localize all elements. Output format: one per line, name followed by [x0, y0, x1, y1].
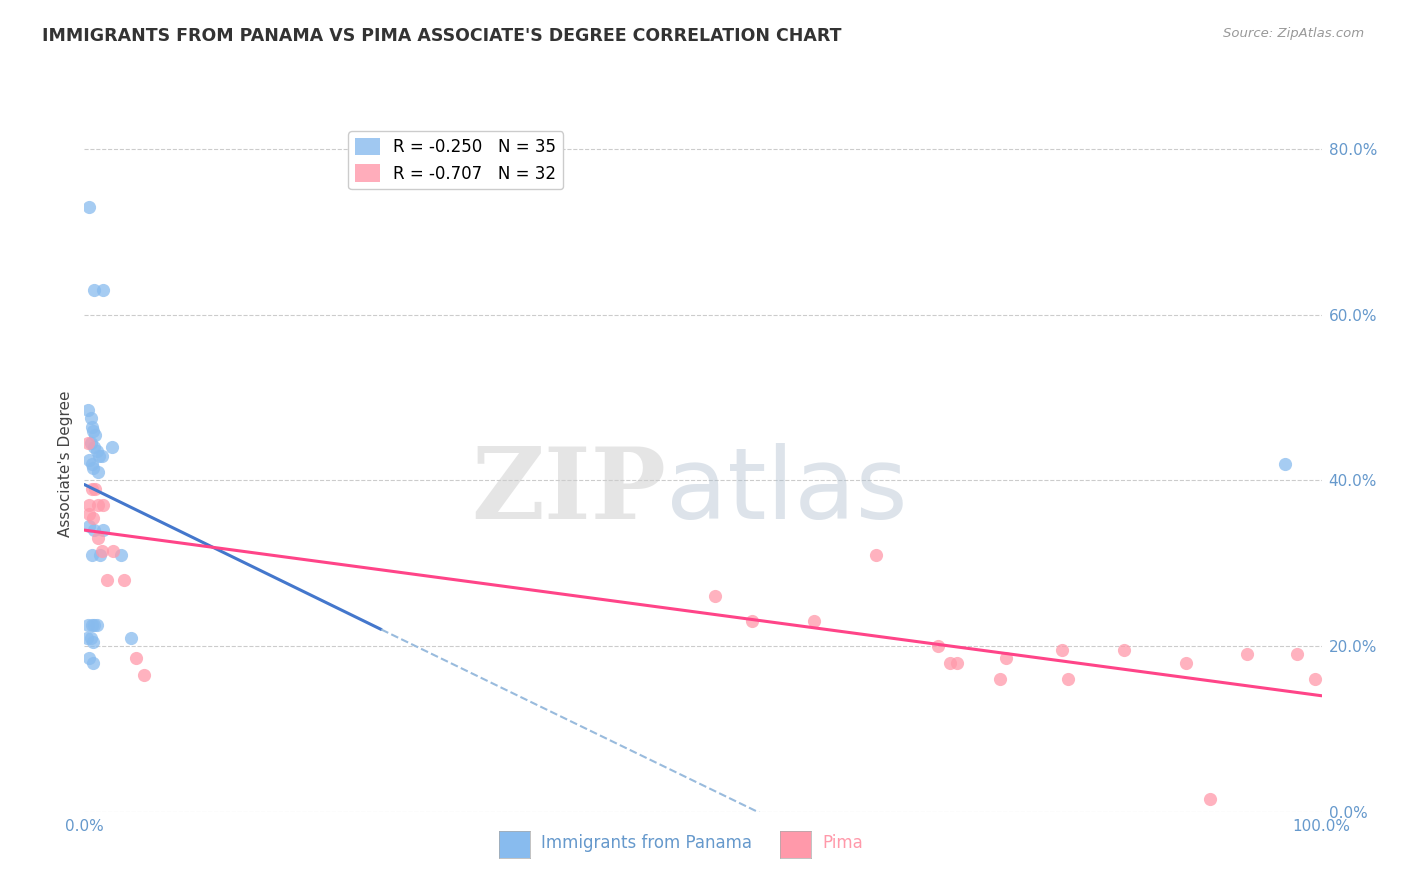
- Point: [939, 656, 962, 670]
- Point: [89, 449, 111, 463]
- Point: [82, 510, 104, 524]
- Point: [80, 618, 103, 632]
- Point: [91, 283, 114, 297]
- Point: [83, 523, 105, 537]
- Point: [79, 519, 101, 533]
- Point: [82, 656, 104, 670]
- Point: [110, 548, 132, 562]
- Point: [90, 449, 112, 463]
- Y-axis label: Associate's Degree: Associate's Degree: [58, 391, 73, 537]
- Point: [79, 631, 101, 645]
- Text: Immigrants from Panama: Immigrants from Panama: [541, 834, 752, 852]
- Point: [100, 440, 122, 454]
- Point: [945, 656, 967, 670]
- Point: [803, 614, 825, 628]
- Point: [1305, 672, 1327, 686]
- Point: [79, 651, 101, 665]
- Point: [741, 614, 763, 628]
- Point: [132, 668, 155, 682]
- Point: [79, 452, 101, 467]
- Text: Pima: Pima: [823, 834, 863, 852]
- Point: [1236, 648, 1258, 662]
- Point: [79, 436, 101, 450]
- Point: [91, 498, 114, 512]
- Point: [1199, 792, 1222, 806]
- Point: [80, 548, 103, 562]
- Point: [83, 283, 105, 297]
- Point: [82, 461, 104, 475]
- Legend: R = -0.250   N = 35, R = -0.707   N = 32: R = -0.250 N = 35, R = -0.707 N = 32: [349, 131, 562, 189]
- Point: [91, 523, 114, 537]
- Point: [86, 444, 108, 458]
- Point: [79, 200, 101, 214]
- Point: [89, 548, 111, 562]
- Point: [79, 411, 101, 425]
- Point: [87, 498, 110, 512]
- Point: [1285, 648, 1308, 662]
- Point: [995, 651, 1018, 665]
- Point: [1112, 643, 1135, 657]
- Point: [87, 532, 110, 546]
- Point: [96, 573, 118, 587]
- Text: atlas: atlas: [666, 443, 907, 541]
- Text: Source: ZipAtlas.com: Source: ZipAtlas.com: [1223, 27, 1364, 40]
- Point: [82, 635, 104, 649]
- Point: [87, 465, 110, 479]
- Point: [865, 548, 887, 562]
- Point: [1274, 457, 1296, 471]
- Point: [77, 403, 100, 417]
- Point: [101, 543, 124, 558]
- Point: [77, 618, 100, 632]
- Point: [77, 436, 100, 450]
- Point: [80, 482, 103, 496]
- Point: [80, 419, 103, 434]
- Point: [80, 457, 103, 471]
- Point: [84, 482, 107, 496]
- Text: IMMIGRANTS FROM PANAMA VS PIMA ASSOCIATE'S DEGREE CORRELATION CHART: IMMIGRANTS FROM PANAMA VS PIMA ASSOCIATE…: [42, 27, 842, 45]
- Point: [1174, 656, 1197, 670]
- Text: ZIP: ZIP: [471, 443, 666, 541]
- Point: [125, 651, 148, 665]
- Point: [83, 440, 105, 454]
- Point: [1057, 672, 1080, 686]
- Point: [704, 590, 727, 604]
- Point: [84, 428, 107, 442]
- Point: [77, 507, 100, 521]
- Point: [120, 631, 142, 645]
- Point: [82, 424, 104, 438]
- Point: [927, 639, 949, 653]
- Point: [76, 631, 98, 645]
- Point: [112, 573, 135, 587]
- Point: [1050, 643, 1073, 657]
- Point: [90, 543, 112, 558]
- Point: [83, 618, 105, 632]
- Point: [79, 498, 101, 512]
- Point: [988, 672, 1011, 686]
- Point: [86, 618, 108, 632]
